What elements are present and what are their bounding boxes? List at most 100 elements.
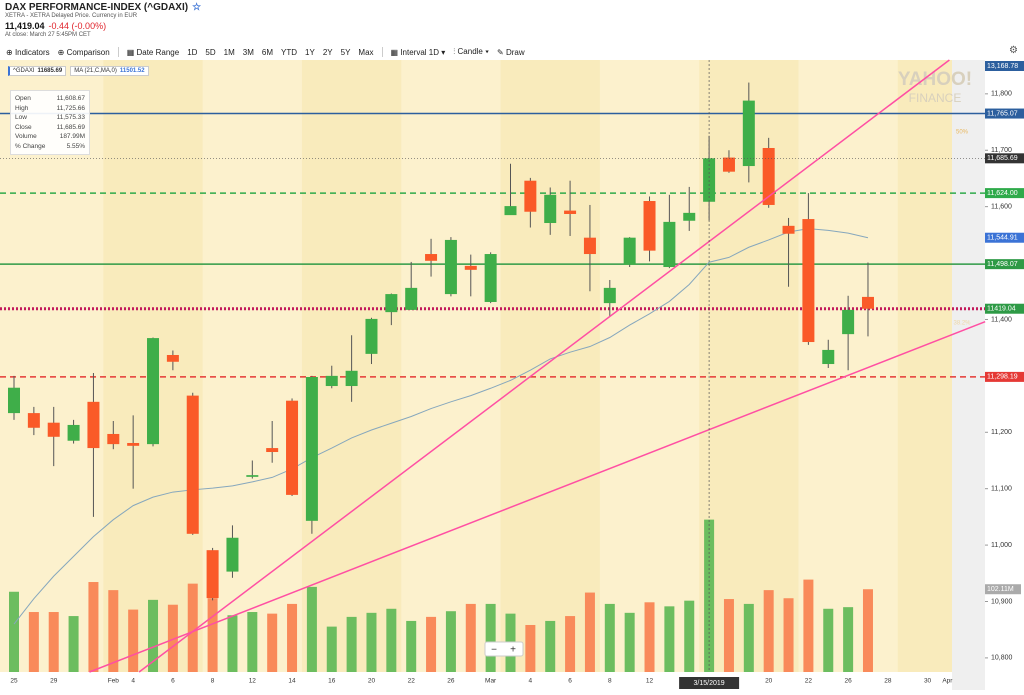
volume-bar xyxy=(525,624,536,672)
volume-bar xyxy=(803,579,814,672)
candle-body xyxy=(186,395,199,534)
candle-body xyxy=(345,370,358,387)
range-button[interactable]: 3M xyxy=(242,47,254,57)
range-button[interactable]: 1M xyxy=(223,47,235,57)
zoom-in[interactable]: + xyxy=(510,645,516,656)
legend-value: 11685.69 xyxy=(37,68,63,74)
ma-label-box xyxy=(985,232,1024,243)
tooltip-label: % Change xyxy=(15,142,46,150)
chart-style-button[interactable]: ⫶ Candle ▾ xyxy=(453,47,490,56)
date-range-button[interactable]: ▦ Date Range xyxy=(126,47,180,57)
tooltip-row: Low 11,575.33 xyxy=(15,113,85,123)
price: 11,419.04 xyxy=(5,21,45,31)
watchlist-star[interactable]: ☆ xyxy=(192,2,202,13)
level-label: 11,298.19 xyxy=(987,374,1018,381)
x-tick-label: 22 xyxy=(805,678,813,685)
range-buttons: 1D 5D 1M 3M 6M YTD 1Y 2Y 5Y Max xyxy=(187,48,373,57)
volume-bar xyxy=(763,590,774,672)
legend-entry: ^GDAXI 11685.69 xyxy=(8,66,67,76)
volume-bar xyxy=(565,616,576,672)
candle-body xyxy=(107,433,120,445)
watermark: FINANCE xyxy=(909,91,962,105)
volume-bar xyxy=(306,586,317,672)
x-tick-label: 8 xyxy=(211,678,215,685)
candle-body xyxy=(8,387,20,414)
date-range-label: Date Range xyxy=(136,47,180,57)
candle-body xyxy=(822,349,835,365)
range-button[interactable]: 5Y xyxy=(340,47,351,57)
level-label-box xyxy=(985,188,1024,199)
x-tick-label: 26 xyxy=(447,678,455,685)
volume-bar xyxy=(68,616,79,672)
tooltip-value: 5.55% xyxy=(66,142,85,150)
volume-bar xyxy=(167,604,178,672)
candle-body xyxy=(127,442,140,446)
volume-bar xyxy=(843,607,854,672)
level-label-box xyxy=(985,303,1024,314)
volume-bar xyxy=(445,611,456,672)
range-button[interactable]: 6M xyxy=(261,47,274,57)
settings-button[interactable]: ⚙ xyxy=(1009,45,1018,56)
x-tick-label: 20 xyxy=(368,678,376,685)
range-button[interactable]: 1D xyxy=(187,47,198,57)
plot-layer: 10,80010,90011,00011,10011,20011,30011,4… xyxy=(0,59,1024,689)
x-tick-label: 12 xyxy=(646,678,654,685)
candle-body xyxy=(385,294,398,313)
range-button[interactable]: Max xyxy=(358,47,374,57)
header-subtitle: XETRA - XETRA Delayed Price. Currency in… xyxy=(5,13,138,19)
tooltip-row: % Change 5.55% xyxy=(15,142,85,152)
tooltip-label: Low xyxy=(15,114,27,121)
trend-line xyxy=(138,59,950,673)
tooltip-label: Close xyxy=(15,123,32,131)
range-button[interactable]: 2Y xyxy=(322,47,333,57)
top-label: 13,168.78 xyxy=(987,63,1018,70)
x-tick-label: Feb xyxy=(108,678,120,685)
zoom-out[interactable]: − xyxy=(491,645,497,656)
candle-body xyxy=(842,309,855,335)
candle-body xyxy=(504,206,517,216)
candle-body xyxy=(524,180,537,212)
candle-body xyxy=(782,225,795,234)
candle-body xyxy=(603,287,616,304)
range-button[interactable]: YTD xyxy=(281,47,298,57)
volume-bar xyxy=(247,612,258,672)
candle-body xyxy=(544,194,557,224)
volume-bar xyxy=(406,620,417,672)
volume-bar xyxy=(28,612,39,672)
tooltip-value: 11,608.67 xyxy=(56,95,85,102)
candle-body xyxy=(444,239,457,295)
range-button[interactable]: 5D xyxy=(205,47,216,57)
ma-line xyxy=(13,228,869,625)
volume-bar xyxy=(723,599,734,672)
candle-body xyxy=(623,237,636,265)
candle-body xyxy=(325,375,338,387)
volume-bar xyxy=(366,612,377,672)
candle-body xyxy=(67,424,80,441)
comparison-button[interactable]: ⊕ Comparison xyxy=(57,47,110,57)
volume-bar xyxy=(604,603,615,672)
candle-body xyxy=(47,422,60,437)
candle-body xyxy=(762,147,775,205)
level-label: 11,624.00 xyxy=(987,190,1018,197)
volume-bar xyxy=(48,612,59,672)
volume-bar xyxy=(9,591,19,672)
volume-bar xyxy=(624,612,635,672)
legend-name: MA (21,C,MA,0) xyxy=(74,68,117,74)
volume-bar xyxy=(88,582,99,672)
indicators-label: Indicators xyxy=(14,47,50,57)
x-tick-label: Apr xyxy=(942,678,953,685)
volume-bar xyxy=(346,616,357,672)
volume-bar xyxy=(148,599,159,672)
level-label-box xyxy=(985,259,1024,270)
tooltip-value: 187.99M xyxy=(59,133,85,140)
volume-bar xyxy=(783,598,794,672)
y-tick-label: 11,200 xyxy=(991,429,1012,436)
candle-body xyxy=(87,401,100,449)
tooltip-value: 11,575.33 xyxy=(56,114,85,121)
interval-button[interactable]: ▦ Interval 1D ▾ xyxy=(390,47,446,57)
volume-label: 102.11M xyxy=(987,586,1014,593)
draw-button[interactable]: ✎ Draw xyxy=(497,47,525,57)
range-button[interactable]: 1Y xyxy=(305,47,315,57)
indicators-button[interactable]: ⊕ Indicators xyxy=(6,47,50,57)
